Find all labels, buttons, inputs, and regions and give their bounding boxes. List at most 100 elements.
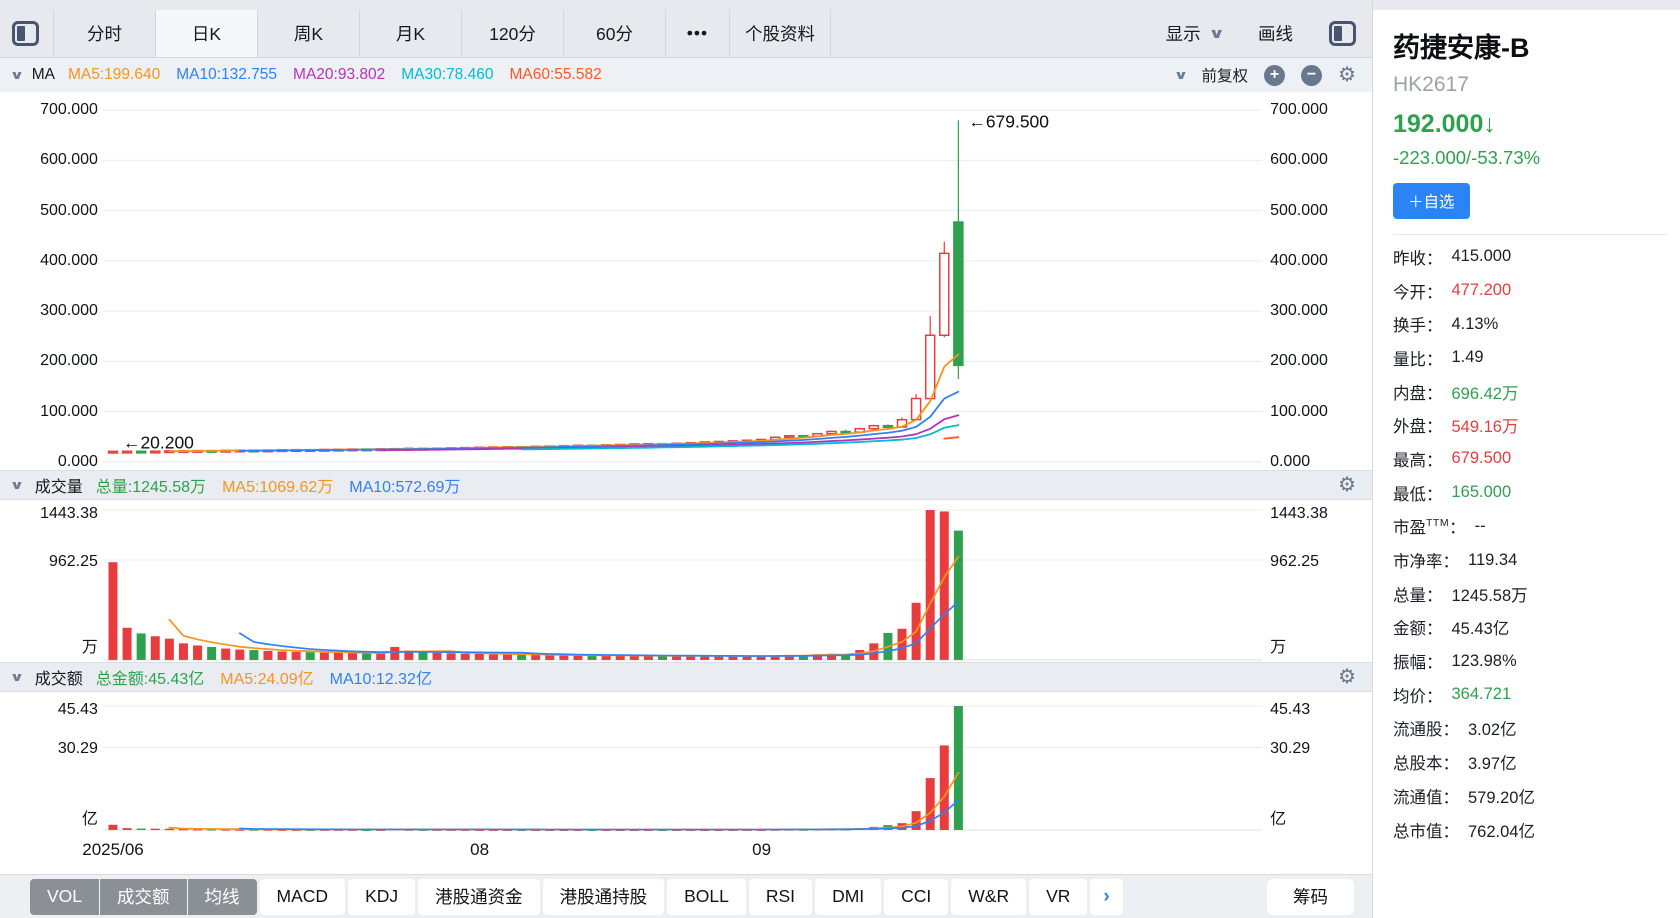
top-strip	[0, 0, 1372, 10]
stat-label: 换手：	[1393, 317, 1443, 336]
add-watchlist-button[interactable]: ＋自选	[1393, 183, 1470, 219]
collapse-volume-chevron-icon[interactable]: ∨	[9, 478, 25, 492]
indicator-tab-chips[interactable]: 筹码	[1267, 878, 1354, 915]
volume-tick-label: 962.25	[48, 553, 98, 570]
toolbar-tab-more[interactable]: •••	[665, 10, 729, 57]
candlestick-plot[interactable]: ←679.500 ←20.200	[102, 92, 1263, 470]
ma-legend-item: MA20:93.802	[293, 66, 386, 83]
stock-detail-panel: 药捷安康-B HK2617 192.000↓ -223.000/-53.73% …	[1373, 0, 1680, 918]
price-axis-left: 700.000 600.000 500.000 400.000 300.000 200.0…	[0, 92, 103, 470]
toolbar-tab-monthly-k[interactable]: 月K	[359, 10, 461, 57]
volume-chart[interactable]: 1443.38 962.25 万 1443.38 962.25 万	[0, 500, 1372, 662]
amount-legend-item: MA10:12.32亿	[329, 671, 432, 688]
indicator-tab-vr[interactable]: VR	[1029, 878, 1088, 915]
stat-row: 振幅： 123.98%	[1393, 644, 1666, 678]
amount-legend-item: MA5:24.09亿	[220, 671, 314, 688]
x-axis: 2025/06 08 09	[0, 832, 1372, 874]
zoom-out-button[interactable]: −	[1301, 64, 1323, 86]
stat-value: 415.000	[1451, 247, 1512, 266]
stat-value: 762.04亿	[1468, 822, 1535, 841]
stat-row: 流通值： 579.20亿	[1393, 779, 1666, 813]
volume-legend-item: 总量:1245.58万	[95, 479, 207, 496]
svg-text:←20.200: ←20.200	[123, 433, 194, 453]
amount-tick-label: 30.29	[57, 740, 98, 758]
collapse-ma-chevron-icon[interactable]: ∨	[9, 68, 25, 82]
stat-row: 流通股： 3.02亿	[1393, 712, 1666, 746]
price-tick-label: 700.000	[1270, 101, 1328, 118]
amount-title: 成交额	[34, 671, 83, 688]
stat-label: 总量：	[1393, 586, 1443, 605]
stat-row: 总股本： 3.97亿	[1393, 745, 1666, 779]
indicator-tab-more[interactable]: ›	[1090, 878, 1123, 915]
stat-label: 市盈TTM：	[1393, 517, 1466, 538]
stat-row: 昨收： 415.000	[1393, 240, 1666, 274]
volume-tick-label: 1443.38	[1270, 505, 1328, 522]
indicator-tab-amount[interactable]: 成交额	[100, 878, 188, 915]
volume-settings-gear-icon[interactable]: ⚙	[1338, 474, 1356, 496]
indicator-tab-wr[interactable]: W&R	[951, 878, 1027, 915]
amount-axis-right: 45.43 30.29 亿	[1262, 692, 1372, 832]
indicator-tab-hk-connect-holding[interactable]: 港股通持股	[542, 878, 665, 915]
zoom-in-button[interactable]: +	[1264, 64, 1286, 86]
stat-value: 679.500	[1451, 449, 1512, 468]
toolbar-tab-daily-k[interactable]: 日K	[155, 10, 257, 57]
main-candlestick-chart[interactable]: 700.000 600.000 500.000 400.000 300.000 200.0…	[0, 92, 1372, 470]
indicator-tab-rsi[interactable]: RSI	[748, 878, 813, 915]
stat-row: 今开： 477.200	[1393, 274, 1666, 308]
stat-value: 364.721	[1451, 685, 1512, 704]
toolbar-tab-weekly-k[interactable]: 周K	[257, 10, 359, 57]
right-panel-toggle-icon[interactable]	[1329, 21, 1356, 46]
amount-tick-label: 45.43	[57, 701, 98, 718]
left-panel-toggle-icon[interactable]	[12, 21, 39, 46]
stat-row: 市盈TTM： --	[1393, 510, 1666, 544]
amount-legend-item: 总金额:45.43亿	[95, 671, 205, 688]
draw-line-button[interactable]: 画线	[1258, 21, 1293, 46]
indicator-tab-macd[interactable]: MACD	[259, 878, 346, 915]
amount-plot[interactable]	[102, 692, 1263, 832]
volume-title: 成交量	[34, 479, 83, 496]
indicator-tab-kdj[interactable]: KDJ	[348, 878, 416, 915]
ma-legend-item: MA30:78.460	[401, 66, 494, 83]
price-tick-label: 600.000	[40, 151, 98, 169]
main-settings-gear-icon[interactable]: ⚙	[1338, 64, 1356, 86]
chevron-down-icon: ∨	[1207, 25, 1225, 41]
amount-settings-gear-icon[interactable]: ⚙	[1338, 666, 1356, 688]
stat-value: 3.02亿	[1468, 721, 1517, 740]
stat-row: 均价： 364.721	[1393, 678, 1666, 712]
chart-column: 分时 日K 周K 月K 120分 60分 ••• 个股资料 显示 ∨ 画线 ∨ MA MA5:…	[0, 0, 1373, 918]
amount-legend: 总金额:45.43亿 MA5:24.09亿 MA10:12.32亿	[96, 665, 432, 689]
ma-label: MA	[31, 66, 55, 83]
stat-value: 1.49	[1451, 348, 1484, 367]
price-tick-label: 200.000	[40, 352, 98, 370]
volume-axis-right: 1443.38 962.25 万	[1262, 500, 1372, 662]
adjust-mode-selector[interactable]: 前复权	[1201, 68, 1249, 85]
price-tick-label: 400.000	[1270, 251, 1328, 269]
indicator-tab-boll[interactable]: BOLL	[667, 878, 746, 915]
price-tick-label: 100.000	[40, 402, 98, 420]
display-menu-button[interactable]: 显示 ∨	[1166, 21, 1225, 46]
volume-legend-item: MA5:1069.62万	[222, 479, 334, 496]
toolbar-tab-stock-info[interactable]: 个股资料	[729, 10, 831, 57]
indicator-tab-cci[interactable]: CCI	[884, 878, 949, 915]
amount-tick-label: 45.43	[1270, 701, 1311, 718]
stat-row: 内盘： 696.42万	[1393, 375, 1666, 409]
toolbar-right: 显示 ∨ 画线	[1166, 10, 1372, 57]
collapse-amount-chevron-icon[interactable]: ∨	[9, 670, 25, 684]
toolbar-tab-time-share[interactable]: 分时	[53, 10, 155, 57]
volume-plot[interactable]	[102, 500, 1263, 662]
indicator-tab-hk-connect-flow[interactable]: 港股通资金	[418, 878, 540, 915]
stat-label: 量比：	[1393, 350, 1443, 369]
toolbar-tab-60min[interactable]: 60分	[563, 10, 665, 57]
amount-tick-label: 30.29	[1270, 740, 1311, 758]
x-axis-tick-label: 2025/06	[82, 840, 144, 859]
volume-unit-label: 万	[1270, 639, 1287, 656]
stat-label: 流通值：	[1393, 788, 1459, 807]
stat-label: 总市值：	[1393, 822, 1459, 841]
indicator-tab-vol[interactable]: VOL	[30, 878, 101, 915]
toolbar-tab-120min[interactable]: 120分	[461, 10, 563, 57]
amount-chart[interactable]: 45.43 30.29 亿 45.43 30.29 亿	[0, 692, 1372, 832]
indicator-tab-dmi[interactable]: DMI	[815, 878, 882, 915]
ma-legend-item: MA10:132.755	[176, 66, 278, 83]
indicator-tab-ma[interactable]: 均线	[187, 878, 257, 915]
